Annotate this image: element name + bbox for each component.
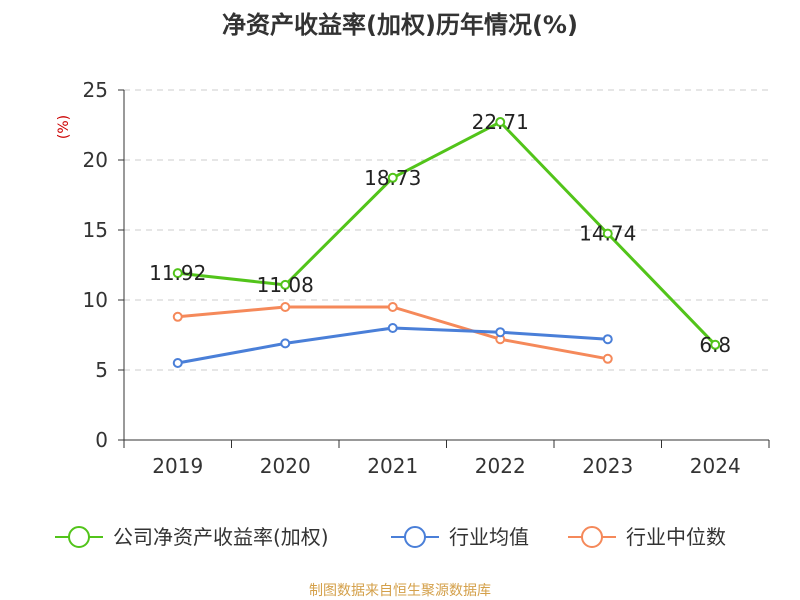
x-tick-label: 2022	[475, 454, 526, 478]
legend-label: 行业中位数	[626, 525, 726, 549]
data-point[interactable]	[172, 311, 183, 322]
legend[interactable]: 公司净资产收益率(加权) 行业均值 行业中位数	[55, 525, 726, 549]
series-group	[172, 117, 721, 368]
legend-item[interactable]: 行业中位数	[568, 525, 726, 549]
y-tick-label: 15	[83, 218, 108, 242]
x-tick-label: 2024	[690, 454, 741, 478]
data-point[interactable]	[387, 323, 398, 333]
legend-marker	[581, 526, 603, 548]
grid	[124, 89, 769, 371]
legend-marker	[68, 526, 90, 548]
data-point[interactable]	[387, 302, 398, 312]
x-tick-label: 2020	[260, 454, 311, 478]
y-tick-label: 10	[83, 288, 108, 312]
data-point[interactable]	[602, 228, 613, 239]
data-point[interactable]	[280, 302, 291, 312]
data-point[interactable]	[495, 327, 506, 338]
data-point[interactable]	[280, 279, 291, 290]
series-line	[177, 120, 717, 346]
y-tick-label: 20	[83, 148, 108, 172]
data-label: 22.71	[472, 110, 529, 134]
legend-item[interactable]: 行业均值	[391, 525, 529, 549]
data-label: 11.92	[149, 261, 206, 285]
y-tick-label: 25	[83, 78, 108, 102]
x-tick-label: 2021	[367, 454, 418, 478]
data-point[interactable]	[172, 358, 183, 368]
legend-label: 行业均值	[449, 525, 529, 549]
data-labels: 11.92 11.08 18.73 22.71 14.74 6.8	[149, 110, 731, 357]
data-label: 18.73	[364, 166, 421, 190]
series-0	[172, 117, 721, 350]
data-point[interactable]	[387, 172, 398, 183]
y-axis-label: (%)	[56, 115, 72, 139]
axes: 0 5 10 15 20 25 2019 2020 2021 2022 2023 2024	[83, 78, 770, 478]
x-tick-label: 2023	[582, 454, 633, 478]
legend-label: 公司净资产收益率(加权)	[113, 525, 329, 549]
source-note: 制图数据来自恒生聚源数据库	[309, 583, 491, 599]
data-point[interactable]	[602, 334, 613, 345]
y-tick-label: 5	[95, 358, 108, 382]
x-tick-label: 2019	[152, 454, 203, 478]
series-2	[172, 302, 613, 364]
series-1	[172, 323, 613, 368]
data-label: 14.74	[579, 222, 636, 246]
legend-marker	[404, 526, 426, 548]
data-point[interactable]	[602, 353, 613, 364]
y-tick-label: 0	[95, 428, 108, 452]
legend-item[interactable]: 公司净资产收益率(加权)	[55, 525, 329, 549]
data-label: 11.08	[257, 273, 314, 297]
data-point[interactable]	[172, 268, 183, 279]
series-line	[177, 326, 608, 365]
data-point[interactable]	[280, 338, 291, 349]
data-point[interactable]	[710, 339, 721, 350]
data-point[interactable]	[495, 117, 506, 128]
data-label: 6.8	[699, 333, 731, 357]
chart-title: 净资产收益率(加权)历年情况(%)	[222, 11, 578, 39]
